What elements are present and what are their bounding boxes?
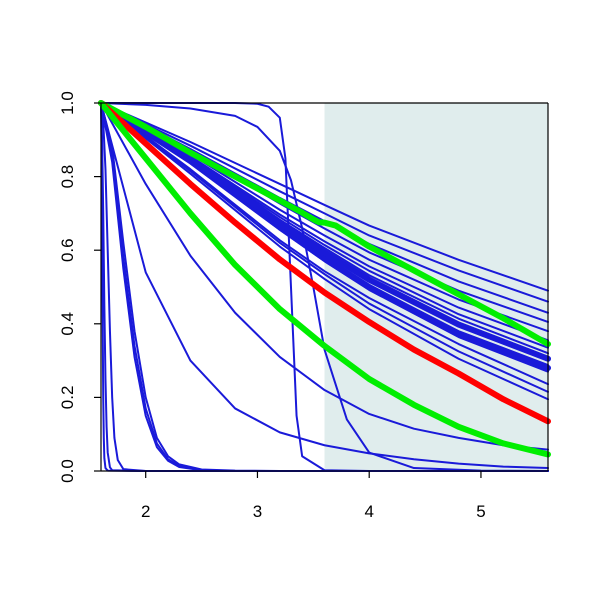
series-line-blue-26 [98,100,551,362]
x-tick-label-2: 4 [364,502,373,521]
series-line-blue-1 [100,102,549,303]
y-tick-label-5: 1.0 [58,91,77,115]
series-line-blue-14 [100,102,549,401]
series-line-blue-13 [100,102,549,393]
y-tick-label-0: 0.0 [58,459,77,483]
series-line-green-29 [98,100,551,458]
series-line-blue-12 [100,102,549,386]
x-tick-label-0: 2 [141,502,150,521]
series-line-blue-16 [100,102,549,470]
series-line-green-27 [98,100,551,348]
y-tick-label-3: 0.6 [58,238,77,262]
series-line-blue-0 [100,102,549,292]
y-tick-label-2: 0.4 [58,312,77,336]
y-tick-label-1: 0.2 [58,386,77,410]
x-tick-label-3: 5 [476,502,485,521]
series-line-blue-17 [100,102,549,472]
series-line-red-28 [98,100,551,425]
y-tick-label-4: 0.8 [58,165,77,189]
series-line-blue-15 [100,102,549,451]
x-tick-label-1: 3 [253,502,262,521]
